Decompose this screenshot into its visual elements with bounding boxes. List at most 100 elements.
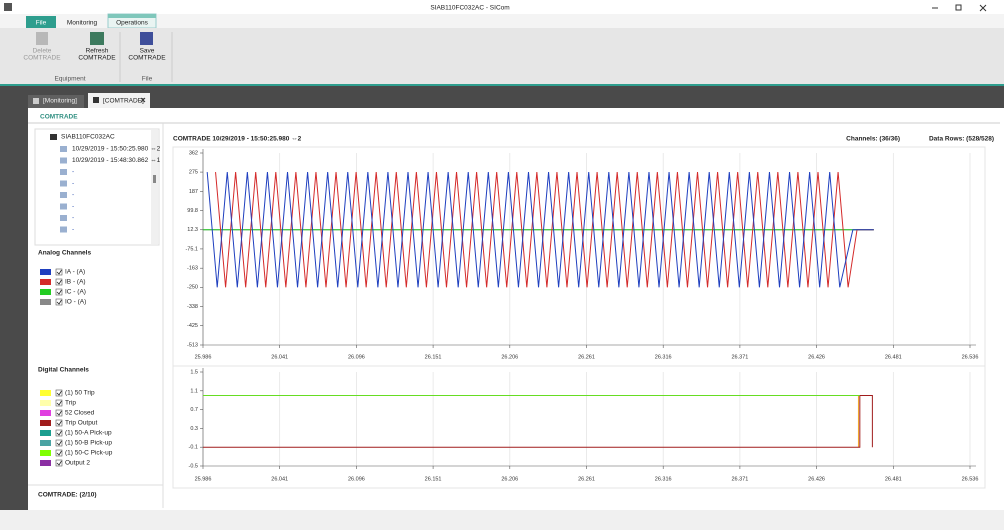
x-tick-label: 26.481 — [885, 476, 902, 482]
x-tick-label: 26.426 — [808, 476, 825, 482]
checkmark — [56, 420, 62, 426]
ribbon-tab[interactable]: Monitoring — [67, 20, 98, 27]
legend-checkbox[interactable] — [55, 419, 63, 427]
legend-label[interactable]: Output 2 — [65, 460, 90, 467]
x-tick-label: 26.536 — [962, 476, 979, 482]
checkmark — [56, 440, 62, 446]
legend-label[interactable]: IA - (A) — [65, 269, 85, 276]
series-line — [215, 172, 874, 288]
legend-checkbox[interactable] — [55, 399, 63, 407]
legend-checkbox[interactable] — [55, 278, 63, 286]
tree-item[interactable]: - — [72, 169, 74, 176]
legend-label[interactable]: IC - (A) — [65, 289, 86, 296]
tree-item[interactable]: - — [72, 203, 74, 210]
left-strip — [0, 108, 28, 510]
ribbon-tab[interactable]: File — [36, 20, 47, 27]
legend-checkbox[interactable] — [55, 429, 63, 437]
x-tick-label: 26.536 — [962, 354, 979, 360]
tree-item[interactable]: 10/29/2019 - 15:48:30.862 ⇔1 — [72, 157, 161, 164]
y-tick-label: -513 — [187, 342, 198, 348]
tree-scrollbar[interactable] — [151, 130, 158, 244]
legend-label[interactable]: 52 Closed — [65, 410, 95, 417]
ribbon-button-label[interactable]: Save — [140, 48, 155, 55]
x-tick-label: 26.096 — [348, 476, 365, 482]
y-tick-label: 99.8 — [187, 208, 198, 214]
y-tick-label: 0.7 — [190, 407, 198, 413]
ribbon-tab[interactable]: Operations — [116, 20, 149, 27]
title-bar — [0, 0, 1004, 14]
legend-label[interactable]: Trip Output — [65, 420, 97, 427]
legend-checkbox[interactable] — [55, 389, 63, 397]
legend-checkbox[interactable] — [55, 449, 63, 457]
panel-footer: COMTRADE: (2/10) — [38, 492, 97, 499]
ribbon-button-label[interactable]: Delete — [33, 48, 52, 55]
ribbon-button-label[interactable]: COMTRADE — [23, 55, 61, 62]
checkmark — [56, 410, 62, 416]
checkmark — [56, 289, 62, 295]
legend-checkbox[interactable] — [55, 439, 63, 447]
legend-label[interactable]: (1) 50 Trip — [65, 390, 95, 397]
legend-swatch — [40, 440, 51, 446]
legend-swatch — [40, 299, 51, 305]
legend-label[interactable]: Trip — [65, 400, 76, 407]
legend-swatch — [40, 400, 51, 406]
tree-root-icon — [50, 134, 57, 140]
x-tick-label: 26.371 — [731, 354, 748, 360]
ribbon-button-label[interactable]: Refresh — [86, 48, 109, 55]
tree-item[interactable]: - — [72, 215, 74, 222]
legend-label[interactable]: (1) 50-A Pick-up — [65, 430, 112, 437]
analog-title: Analog Channels — [38, 250, 91, 257]
ribbon-body — [0, 28, 1004, 86]
tree-item[interactable]: - — [72, 180, 74, 187]
legend-checkbox[interactable] — [55, 459, 63, 467]
doc-tab-bg[interactable] — [28, 95, 84, 108]
x-tick-label: 25.986 — [195, 354, 212, 360]
restore-button[interactable] — [955, 4, 962, 11]
ribbon-tab-bar — [0, 14, 1004, 28]
y-tick-label: 1.5 — [190, 369, 198, 375]
ribbon-border — [0, 84, 1004, 86]
legend-label[interactable]: (1) 50-B Pick-up — [65, 440, 112, 447]
legend-checkbox[interactable] — [55, 288, 63, 296]
legend-checkbox[interactable] — [55, 409, 63, 417]
x-tick-label: 26.041 — [271, 354, 288, 360]
y-tick-label: 362 — [189, 150, 198, 156]
legend-swatch — [40, 269, 51, 275]
legend-label[interactable]: IB - (A) — [65, 279, 86, 286]
plot-area — [172, 365, 986, 489]
doc-tab-active-bg[interactable] — [88, 93, 150, 108]
legend-swatch — [40, 390, 51, 396]
tree-item-icon — [60, 146, 67, 152]
ribbon-group-label: Equipment — [54, 76, 85, 83]
legend-swatch — [40, 460, 51, 466]
legend-checkbox[interactable] — [55, 268, 63, 276]
legend-label[interactable]: (1) 50-C Pick-up — [65, 450, 113, 457]
doc-tab[interactable]: [COMTRADE] — [103, 98, 144, 105]
close-button[interactable] — [979, 4, 987, 12]
x-tick-label: 26.371 — [731, 476, 748, 482]
tab-close[interactable] — [140, 97, 146, 103]
tree-item-icon — [60, 203, 67, 210]
legend-checkbox[interactable] — [55, 298, 63, 306]
ribbon-button-label[interactable]: COMTRADE — [128, 55, 166, 62]
legend-label[interactable]: IO - (A) — [65, 299, 86, 306]
checkmark — [56, 460, 62, 466]
doc-tab[interactable]: [Monitoring] — [43, 98, 77, 105]
tree-item-icon — [60, 169, 67, 175]
y-tick-label: -425 — [187, 323, 198, 329]
checkmark — [56, 279, 62, 285]
ribbon-button-label[interactable]: COMTRADE — [78, 55, 116, 62]
scroll-thumb[interactable] — [153, 175, 156, 183]
file-tab-bg[interactable] — [26, 16, 56, 28]
x-tick-label: 26.481 — [885, 354, 902, 360]
tree-root[interactable]: SIAB110FC032AC — [61, 134, 115, 141]
x-tick-label: 25.986 — [195, 476, 212, 482]
legend-swatch — [40, 430, 51, 436]
tree-item-icon — [60, 215, 67, 221]
context-tab-header — [108, 14, 156, 18]
rows-count: Data Rows: (528/528) — [929, 136, 994, 143]
tree-item[interactable]: 10/29/2019 - 15:50:25.980 ⇔2 — [72, 146, 161, 153]
tree-item[interactable]: - — [72, 226, 74, 233]
tree-item[interactable]: - — [72, 192, 74, 199]
